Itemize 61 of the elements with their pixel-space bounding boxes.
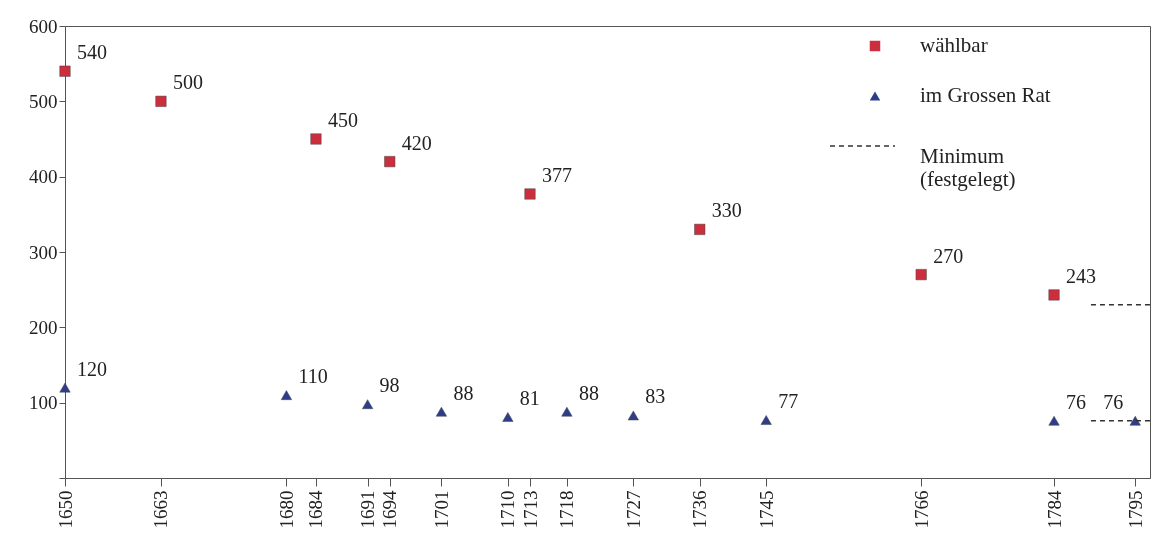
data-label: 88 (453, 381, 474, 404)
y-tick-label: 200 (29, 316, 58, 338)
y-tick-label: 100 (29, 392, 58, 414)
point (694, 223, 706, 235)
legend-label: wählbar (920, 33, 988, 57)
point (155, 95, 167, 107)
x-tick-label: 1650 (54, 490, 76, 529)
data-label: 450 (327, 109, 358, 131)
x-tick-label: 1727 (622, 490, 644, 529)
x-tick-label: 1736 (689, 490, 711, 529)
point (59, 382, 71, 393)
data-label: 98 (379, 374, 400, 397)
point (384, 156, 396, 168)
x-tick-label: 1701 (430, 490, 452, 529)
data-label: 76 (1103, 390, 1124, 413)
point (524, 188, 536, 200)
point (760, 415, 772, 425)
data-label: 76 (1066, 390, 1087, 413)
x-tick-label: 1663 (150, 490, 172, 529)
data-label: 500 (172, 71, 203, 94)
point (1048, 289, 1060, 301)
data-label: 330 (711, 199, 742, 222)
point (362, 399, 374, 409)
data-label: 243 (1066, 264, 1097, 287)
x-tick-label: 1718 (556, 490, 578, 529)
point (280, 390, 292, 400)
x-tick-label: 1680 (275, 490, 297, 529)
data-label: 83 (645, 385, 666, 408)
point (1129, 415, 1141, 426)
data-label: 270 (933, 244, 964, 267)
point (1048, 415, 1060, 426)
point (627, 410, 639, 421)
data-label: 110 (298, 365, 328, 388)
x-tick-label: 1784 (1043, 490, 1065, 529)
point (435, 406, 447, 417)
y-tick-label: 500 (29, 90, 58, 112)
x-tick-label: 1694 (379, 490, 401, 529)
point (561, 406, 573, 417)
data-label: 420 (401, 131, 432, 154)
y-tick-label: 400 (29, 166, 58, 188)
y-tick-label: 300 (29, 241, 58, 263)
y-tick-label: 600 (29, 15, 58, 37)
data-label: 88 (578, 381, 599, 404)
point (310, 133, 322, 145)
data-label: 120 (77, 357, 107, 380)
x-tick-label: 1745 (755, 490, 777, 529)
point (915, 269, 927, 281)
point (59, 65, 71, 77)
x-tick-label: 1710 (497, 490, 519, 529)
data-label: 377 (542, 163, 572, 186)
x-tick-label: 1691 (357, 490, 379, 529)
data-label: 81 (519, 386, 540, 409)
point (502, 412, 514, 422)
x-tick-label: 1795 (1124, 490, 1146, 529)
data-label: 77 (778, 389, 799, 412)
x-tick-label: 1684 (305, 490, 327, 529)
x-tick-label: 1766 (910, 490, 932, 529)
legend-label: im Grossen Rat (920, 83, 1051, 107)
legend-label: Minimum (festgelegt) (920, 144, 1016, 191)
data-label: 540 (77, 41, 107, 64)
x-tick-label: 1713 (519, 490, 541, 529)
